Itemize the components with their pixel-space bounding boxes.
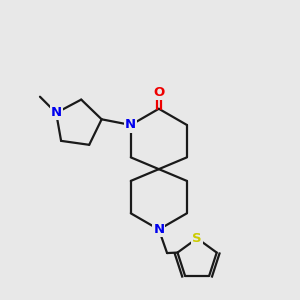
Text: S: S [192,232,202,245]
Text: N: N [125,118,136,131]
Text: N: N [153,223,164,236]
Text: N: N [51,106,62,119]
Text: O: O [153,86,164,99]
